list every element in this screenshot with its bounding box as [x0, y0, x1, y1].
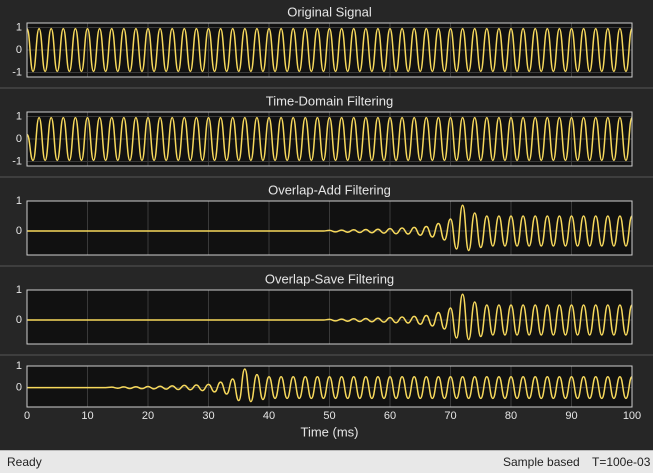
- signal-line: [26, 293, 633, 341]
- signal-line: [26, 116, 633, 162]
- x-tick-label: 70: [444, 410, 456, 422]
- y-tick-label: 1: [16, 110, 22, 122]
- signal-line: [27, 204, 633, 252]
- status-state: Ready: [7, 455, 42, 469]
- y-tick-label: 0: [16, 225, 22, 237]
- scope: Original Signal -1 0 1 Time-Domain Filtering…: [0, 4, 653, 439]
- y-tick-label: 1: [16, 284, 22, 296]
- x-axis-label: Time (ms): [300, 424, 358, 439]
- status-mode: Sample based: [503, 455, 580, 469]
- x-tick-label: 0: [24, 410, 30, 422]
- x-tick-label: 20: [142, 410, 154, 422]
- x-tick-label: 90: [565, 410, 577, 422]
- panel-title: Overlap-Save Filtering: [265, 271, 394, 286]
- plot-frame: [26, 22, 633, 78]
- x-tick-label: 100: [623, 410, 641, 422]
- x-tick-label: 50: [323, 410, 335, 422]
- x-tick-label: 10: [81, 410, 93, 422]
- plot-frame: [26, 111, 633, 167]
- y-tick-label: 1: [16, 360, 22, 372]
- plot-frame: [26, 200, 633, 256]
- panel-title: Overlap-Add Filtering: [268, 182, 391, 197]
- y-tick-label: 0: [16, 381, 22, 393]
- y-tick-label: 0: [16, 314, 22, 326]
- x-tick-label: 40: [263, 410, 275, 422]
- y-tick-label: 1: [16, 195, 22, 207]
- signal-line: [26, 27, 633, 73]
- status-bar: Ready Sample based T=100e-03: [0, 450, 653, 473]
- status-time: T=100e-03: [592, 455, 651, 469]
- y-tick-label: 0: [16, 44, 22, 56]
- x-tick-label: 60: [384, 410, 396, 422]
- panel-title: Time-Domain Filtering: [266, 93, 393, 108]
- y-tick-label: 0: [16, 133, 22, 145]
- y-tick-label: -1: [12, 155, 22, 167]
- plot-frame: [26, 289, 633, 345]
- x-tick-label: 80: [505, 410, 517, 422]
- plot-frame: [26, 365, 633, 408]
- y-tick-label: -1: [12, 66, 22, 78]
- panel-title: Original Signal: [287, 4, 372, 19]
- signal-line: [27, 368, 633, 403]
- x-tick-label: 30: [202, 410, 214, 422]
- y-tick-label: 1: [16, 21, 22, 33]
